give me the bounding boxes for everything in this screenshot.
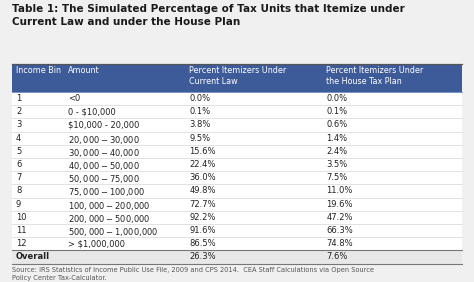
Bar xyxy=(12,211,462,224)
Text: 91.6%: 91.6% xyxy=(189,226,216,235)
Text: 3.8%: 3.8% xyxy=(189,120,210,129)
Text: 12: 12 xyxy=(16,239,27,248)
Text: 0.0%: 0.0% xyxy=(189,94,210,103)
Text: Percent Itemizers Under
the House Tax Plan: Percent Itemizers Under the House Tax Pl… xyxy=(327,66,424,86)
Bar xyxy=(12,118,462,132)
Text: 72.7%: 72.7% xyxy=(189,200,216,209)
Bar xyxy=(12,250,462,264)
Text: 5: 5 xyxy=(16,147,21,156)
Text: 15.6%: 15.6% xyxy=(189,147,216,156)
Text: 0.0%: 0.0% xyxy=(327,94,347,103)
Text: <0: <0 xyxy=(68,94,80,103)
Text: $200,000 - $500,000: $200,000 - $500,000 xyxy=(68,213,150,225)
Text: $30,000 - $40,000: $30,000 - $40,000 xyxy=(68,147,140,159)
Text: 1: 1 xyxy=(16,94,21,103)
Text: 36.0%: 36.0% xyxy=(189,173,216,182)
Bar xyxy=(12,92,462,105)
Bar xyxy=(12,105,462,118)
Text: Source: IRS Statistics of Income Public Use File, 2009 and CPS 2014.  CEA Staff : Source: IRS Statistics of Income Public … xyxy=(12,267,374,281)
Text: 0.6%: 0.6% xyxy=(327,120,348,129)
Bar xyxy=(12,64,462,92)
Text: 0.1%: 0.1% xyxy=(189,107,210,116)
Text: 0.1%: 0.1% xyxy=(327,107,347,116)
Text: 9.5%: 9.5% xyxy=(189,134,210,143)
Text: 86.5%: 86.5% xyxy=(189,239,216,248)
Text: 2: 2 xyxy=(16,107,21,116)
Bar xyxy=(12,184,462,198)
Bar xyxy=(12,132,462,145)
Text: 6: 6 xyxy=(16,160,21,169)
Bar xyxy=(12,237,462,250)
Bar xyxy=(12,145,462,158)
Text: 19.6%: 19.6% xyxy=(327,200,353,209)
Text: $50,000 - $75,000: $50,000 - $75,000 xyxy=(68,173,140,185)
Text: $100,000 - $200,000: $100,000 - $200,000 xyxy=(68,200,150,212)
Bar xyxy=(12,224,462,237)
Text: 7.6%: 7.6% xyxy=(327,252,348,261)
Text: 66.3%: 66.3% xyxy=(327,226,353,235)
Text: 3.5%: 3.5% xyxy=(327,160,348,169)
Bar xyxy=(12,171,462,184)
Text: 49.8%: 49.8% xyxy=(189,186,216,195)
Text: $40,000 - $50,000: $40,000 - $50,000 xyxy=(68,160,140,172)
Text: $10,000 - 20,000: $10,000 - 20,000 xyxy=(68,120,139,129)
Text: 10: 10 xyxy=(16,213,27,222)
Text: 3: 3 xyxy=(16,120,21,129)
Text: 26.3%: 26.3% xyxy=(189,252,216,261)
Text: 8: 8 xyxy=(16,186,21,195)
Text: 9: 9 xyxy=(16,200,21,209)
Text: 2.4%: 2.4% xyxy=(327,147,347,156)
Text: Overall: Overall xyxy=(16,252,50,261)
Text: $75,000 - $100,000: $75,000 - $100,000 xyxy=(68,186,145,199)
Text: 92.2%: 92.2% xyxy=(189,213,216,222)
Text: 47.2%: 47.2% xyxy=(327,213,353,222)
Text: 74.8%: 74.8% xyxy=(327,239,353,248)
Text: Table 1: The Simulated Percentage of Tax Units that Itemize under
Current Law an: Table 1: The Simulated Percentage of Tax… xyxy=(12,4,405,27)
Text: 1.4%: 1.4% xyxy=(327,134,347,143)
Text: $20,000 - $30,000: $20,000 - $30,000 xyxy=(68,134,140,146)
Text: > $1,000,000: > $1,000,000 xyxy=(68,239,125,248)
Text: 4: 4 xyxy=(16,134,21,143)
Text: 0 - $10,000: 0 - $10,000 xyxy=(68,107,116,116)
Text: Amount: Amount xyxy=(68,66,100,75)
Text: 7: 7 xyxy=(16,173,21,182)
Text: Percent Itemizers Under
Current Law: Percent Itemizers Under Current Law xyxy=(189,66,286,86)
Text: 11: 11 xyxy=(16,226,27,235)
Text: 7.5%: 7.5% xyxy=(327,173,348,182)
Text: Income Bin: Income Bin xyxy=(16,66,61,75)
Bar xyxy=(12,158,462,171)
Bar xyxy=(12,198,462,211)
Text: 11.0%: 11.0% xyxy=(327,186,353,195)
Text: 22.4%: 22.4% xyxy=(189,160,216,169)
Text: $500,000 - $1,000,000: $500,000 - $1,000,000 xyxy=(68,226,158,238)
